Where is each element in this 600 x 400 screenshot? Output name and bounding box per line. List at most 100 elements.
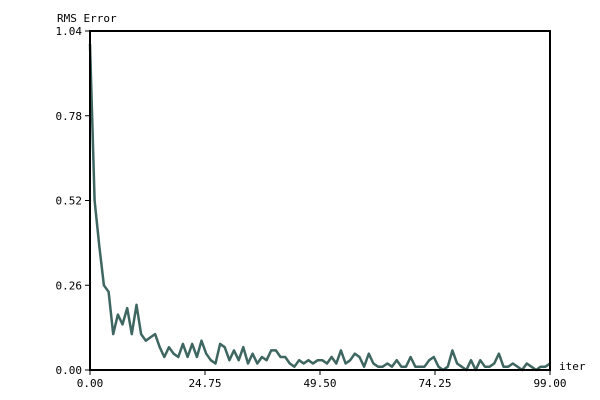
data-point (312, 362, 314, 365)
data-point (414, 365, 417, 368)
data-point (191, 343, 194, 345)
data-point (432, 356, 435, 358)
data-point (144, 339, 147, 342)
x-tick-label: 0.00 (77, 377, 104, 390)
data-point (470, 359, 472, 362)
data-point (270, 349, 273, 352)
data-point (377, 365, 379, 368)
data-point (428, 359, 431, 362)
data-point (409, 356, 412, 358)
data-point (107, 290, 110, 293)
y-tick-label: 1.04 (56, 25, 83, 38)
data-point (298, 359, 300, 362)
data-point (400, 365, 403, 368)
x-axis-title: iter (559, 360, 586, 373)
data-point (279, 356, 282, 358)
y-tick-label: 0.52 (56, 195, 83, 208)
data-point (316, 359, 319, 362)
data-point (330, 356, 333, 358)
data-point (418, 365, 421, 368)
data-point (93, 199, 96, 202)
data-point (126, 307, 129, 309)
data-point (209, 359, 212, 362)
data-point (293, 365, 296, 368)
data-point (340, 349, 342, 352)
data-point (163, 356, 166, 358)
data-point (158, 346, 161, 349)
data-point (456, 362, 458, 365)
y-tick-label: 0.78 (56, 110, 83, 123)
data-point (247, 362, 249, 365)
data-point (525, 362, 528, 365)
data-point (177, 356, 180, 358)
data-point (451, 349, 454, 352)
data-point (423, 365, 426, 368)
data-point (149, 336, 152, 339)
data-point (493, 362, 496, 365)
data-point (256, 362, 259, 365)
x-tick-label: 99.00 (533, 377, 566, 390)
data-point (381, 365, 384, 368)
data-point (530, 365, 533, 368)
x-tick-label: 24.75 (188, 377, 221, 390)
data-point (484, 365, 486, 368)
data-point (195, 356, 198, 358)
axis-ticks: 0.00 24.75 49.50 74.25 99.00 0.00 0.26 0.52 0.78… (56, 25, 567, 390)
data-point (502, 365, 505, 368)
series-line (88, 43, 551, 372)
data-point (140, 333, 143, 336)
data-point (437, 365, 440, 368)
data-point (479, 359, 482, 362)
data-point (321, 359, 324, 362)
data-point (168, 346, 170, 349)
data-point (205, 352, 208, 355)
data-point (497, 352, 500, 355)
data-point (353, 352, 356, 355)
data-point (460, 365, 463, 368)
data-point (186, 356, 189, 358)
data-point (121, 323, 124, 326)
data-point (274, 349, 277, 352)
data-point (544, 365, 547, 368)
data-point (284, 356, 287, 358)
data-point (372, 362, 375, 365)
data-point (307, 359, 310, 362)
data-point (223, 346, 226, 349)
data-point (98, 245, 101, 248)
data-point (391, 365, 393, 368)
data-point (446, 365, 449, 368)
data-point (261, 356, 263, 358)
data-point (228, 359, 231, 362)
data-point (488, 365, 491, 368)
data-point (349, 359, 352, 362)
data-point (335, 362, 338, 365)
data-point (154, 333, 156, 336)
data-point (363, 365, 366, 368)
plot-frame (89, 30, 551, 371)
data-point (358, 356, 361, 358)
data-point (219, 343, 222, 345)
data-point (511, 362, 514, 365)
data-point (233, 349, 235, 352)
data-point (214, 362, 217, 365)
data-point (326, 362, 328, 365)
data-point (172, 352, 175, 355)
data-point (251, 352, 254, 355)
data-point (112, 333, 115, 336)
y-axis-title: RMS Error (57, 12, 117, 25)
data-point (302, 362, 305, 365)
data-point (116, 313, 119, 316)
y-tick-label: 0.00 (56, 364, 83, 377)
data-point (200, 339, 203, 342)
data-point (516, 365, 519, 368)
x-tick-label: 74.25 (418, 377, 451, 390)
data-point (265, 359, 268, 362)
data-point (103, 284, 105, 287)
data-point (237, 359, 240, 362)
data-point (130, 333, 133, 336)
data-point (135, 303, 138, 306)
data-point (242, 346, 245, 349)
data-point (182, 343, 184, 345)
